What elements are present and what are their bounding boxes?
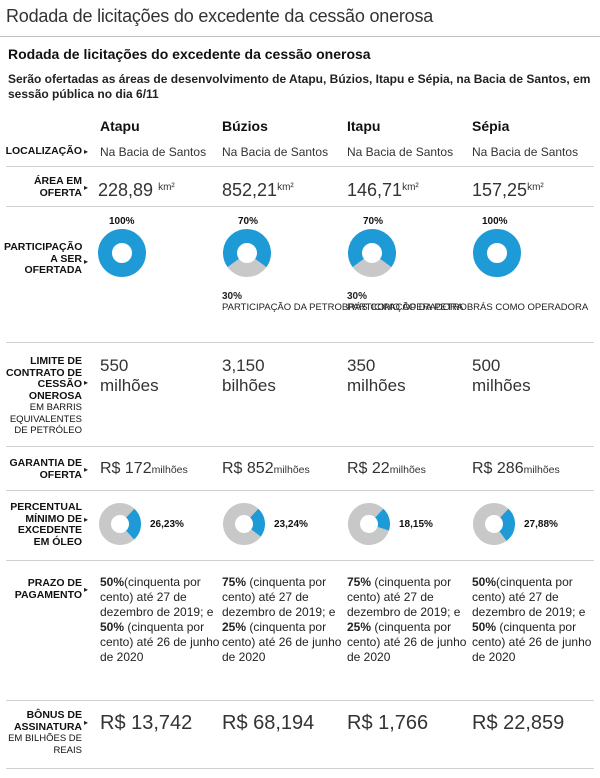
row-divider [6,490,594,491]
prazo-sepia: 50%(cinquenta por cento) até 27 de dezem… [472,575,592,664]
petrobras-note-buzios: 30% PARTICIPAÇÃO DA PETROBRÁS COMO OPERAD… [222,291,464,313]
row-divider [6,768,594,769]
infographic-heading: Rodada de licitações do excedente da ces… [8,46,371,62]
top-divider [0,36,600,37]
column-header-itapu: Itapu [347,118,381,134]
participacao-donut-sepia [473,229,521,277]
intro-text: Serão ofertadas as áreas de desenvolvime… [8,72,591,101]
participacao-donut-buzios [223,229,271,277]
limite-sepia: 500 milhões [472,356,531,395]
participacao-buzios-rest-segment [227,258,267,277]
percentual-atapu-value-segment [125,508,141,540]
row-label-garantia: GARANTIA DE OFERTA [9,457,82,481]
row-arrow-icon: ▸ [84,515,89,524]
prazo-atapu: 50%(cinquenta por cento) até 27 de dezem… [100,575,220,664]
bonus-sepia: R$ 22,859 [472,712,565,734]
participacao-atapu-segment [98,229,146,277]
row-label-limite: LIMITE DE CONTRATO DE CESSÃO ONEROSA EM B… [5,355,82,436]
bonus-atapu: R$ 13,742 [100,712,193,734]
localizacao-itapu: Na Bacia de Santos [347,145,454,159]
percentual-donut-atapu [99,503,141,545]
participacao-label-sepia: 100% [482,216,508,227]
column-header-sepia: Sépia [472,118,510,134]
limite-atapu: 550 milhões [100,356,159,395]
limite-itapu: 350 milhões [347,356,406,395]
row-divider [6,166,594,167]
row-label-prazo: PRAZO DE PAGAMENTO [14,577,82,601]
area-sepia: 157,25km² [472,180,544,200]
row-label-participacao: PARTICIPAÇÃO A SER OFERTADA [4,241,83,276]
row-arrow-icon: ▸ [84,585,89,594]
area-itapu: 146,71km² [347,180,419,200]
percentual-sepia-rest-segment [473,503,509,545]
row-arrow-icon: ▸ [84,378,89,387]
row-divider [6,342,594,343]
row-divider [6,560,594,561]
percentual-donut-sepia [473,503,515,545]
row-divider [6,700,594,701]
row-arrow-icon: ▸ [84,183,89,192]
prazo-buzios: 75% (cinquenta por cento) até 27 de deze… [222,575,342,664]
row-arrow-icon: ▸ [84,718,89,727]
area-buzios: 852,21km² [222,180,294,200]
participacao-sepia-segment [473,229,521,277]
page-title: Rodada de licitações do excedente da ces… [6,6,434,26]
percentual-donut-buzios [223,503,265,545]
garantia-itapu: R$ 22milhões [347,460,426,477]
participacao-label-buzios: 70% [238,216,259,227]
row-label-localizacao: LOCALIZAÇÃO [5,145,82,157]
row-arrow-icon: ▸ [84,257,89,266]
participacao-donut-itapu [348,229,396,277]
garantia-atapu: R$ 172milhões [100,460,188,477]
petrobras-note-itapu: 30% PARTICIPAÇÃO DA PETROBRÁS COMO OPERAD… [347,291,589,313]
row-arrow-icon: ▸ [84,147,89,156]
percentual-sepia-value-segment [498,508,515,541]
percentual-buzios-rest-segment [223,503,261,545]
localizacao-buzios: Na Bacia de Santos [222,145,329,159]
percentual-atapu-rest-segment [99,503,135,545]
participacao-buzios-value-segment [223,229,271,268]
participacao-label-itapu: 70% [363,216,384,227]
row-divider [6,446,594,447]
participacao-label-atapu: 100% [109,216,135,227]
bonus-itapu: R$ 1,766 [347,712,429,734]
row-label-bonus: BÔNUS DE ASSINATURA EM BILHÕES DE REAIS [8,709,82,756]
garantia-sepia: R$ 286milhões [472,460,560,477]
row-label-area: ÁREA EM OFERTA [33,175,82,199]
row-arrow-icon: ▸ [84,465,89,474]
row-label-percentual: PERCENTUAL MÍNIMO DE EXCEDENTE EM ÓLEO [10,501,82,548]
percentual-itapu-value-segment [374,508,390,531]
percentual-donut-itapu [348,503,390,545]
percentual-label-buzios: 23,24% [274,519,308,530]
percentual-itapu-rest-segment [348,503,389,545]
localizacao-atapu: Na Bacia de Santos [100,145,207,159]
participacao-donut-atapu [98,229,146,277]
percentual-label-atapu: 26,23% [150,519,184,530]
garantia-buzios: R$ 852milhões [222,460,310,477]
bonus-buzios: R$ 68,194 [222,712,315,734]
participacao-itapu-rest-segment [352,258,392,277]
row-divider [6,206,594,207]
limite-buzios: 3,150 bilhões [222,356,276,395]
percentual-buzios-value-segment [249,508,265,537]
percentual-label-itapu: 18,15% [399,519,433,530]
percentual-label-sepia: 27,88% [524,519,558,530]
participacao-itapu-value-segment [348,229,396,268]
prazo-itapu: 75% (cinquenta por cento) até 27 de deze… [347,575,467,664]
column-header-atapu: Atapu [100,118,140,134]
column-header-buzios: Búzios [222,118,268,134]
localizacao-sepia: Na Bacia de Santos [472,145,579,159]
area-atapu: 228,89 km² [98,180,175,200]
